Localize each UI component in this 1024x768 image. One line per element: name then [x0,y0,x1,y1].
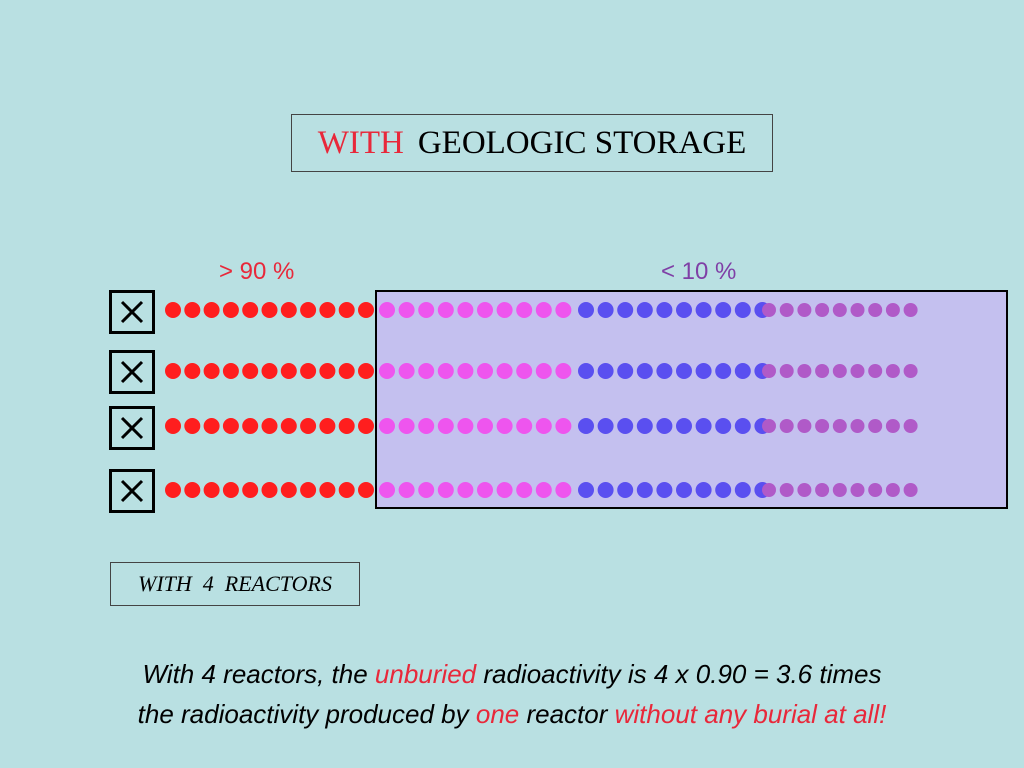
caption-text: With 4 reactors, the [142,659,375,689]
caption-highlight: one [475,699,520,729]
radioactivity-dot [358,363,374,379]
radioactivity-dot [338,363,355,379]
radioactivity-dot [184,302,201,318]
radioactivity-dot [338,302,355,318]
radioactivity-dot [184,363,201,379]
radioactivity-dot [242,418,259,434]
radioactivity-dot [280,482,297,498]
radioactivity-dot [184,418,201,434]
radioactivity-dot [261,363,278,379]
radioactivity-dot [165,418,181,434]
radioactivity-dot [242,482,259,498]
radioactivity-dot [203,482,220,498]
radioactivity-dot [203,363,220,379]
caption-line-1: With 4 reactors, the unburied radioactiv… [0,654,1024,694]
radioactivity-dot [165,302,181,318]
radioactivity-dot [242,363,259,379]
radioactivity-dot [222,363,239,379]
radioactivity-dot [300,363,317,379]
radioactivity-dot [261,482,278,498]
radioactivity-dot [300,482,317,498]
radioactivity-dot [203,418,220,434]
radioactivity-dot [300,418,317,434]
radioactivity-dot [222,418,239,434]
caption-highlight: without any burial at all! [614,699,887,729]
reactor-icon [109,290,155,334]
radioactivity-dot [165,363,181,379]
radioactivity-dot [280,418,297,434]
title-box: WITH GEOLOGIC STORAGE [291,114,773,172]
radioactivity-dot [300,302,317,318]
title-text: GEOLOGIC STORAGE [417,124,747,161]
radioactivity-dot [319,418,336,434]
radioactivity-dot [280,363,297,379]
radioactivity-dot [242,302,259,318]
radioactivity-dot [165,482,181,498]
radioactivity-dot [338,418,355,434]
radioactivity-dot [261,418,278,434]
reactors-label: WITH 4 REACTORS [110,562,360,606]
caption-highlight: unburied [374,659,477,689]
caption-line-2: the radioactivity produced by one reacto… [0,694,1024,734]
radioactivity-dot [319,482,336,498]
reactor-icon [109,469,155,513]
radioactivity-dot [222,302,239,318]
percent-right-label: < 10 % [661,258,737,285]
radioactivity-dot [261,302,278,318]
radioactivity-dot [358,302,374,318]
percent-left-label: > 90 % [219,258,295,285]
radioactivity-dot [319,302,336,318]
radioactivity-dot [222,482,239,498]
radioactivity-dot [184,482,201,498]
geologic-storage-box [375,290,1008,509]
radioactivity-dot [358,418,374,434]
caption-text: reactor [519,699,615,729]
radioactivity-dot [338,482,355,498]
radioactivity-dot [358,482,374,498]
reactor-icon [109,406,155,450]
caption: With 4 reactors, the unburied radioactiv… [0,654,1024,734]
radioactivity-dot [280,302,297,318]
title-accent: WITH [317,124,404,161]
radioactivity-dot [319,363,336,379]
reactor-icon [109,350,155,394]
radioactivity-dot [203,302,220,318]
caption-text: radioactivity is 4 x 0.90 = 3.6 times [476,659,882,689]
caption-text: the radioactivity produced by [137,699,476,729]
